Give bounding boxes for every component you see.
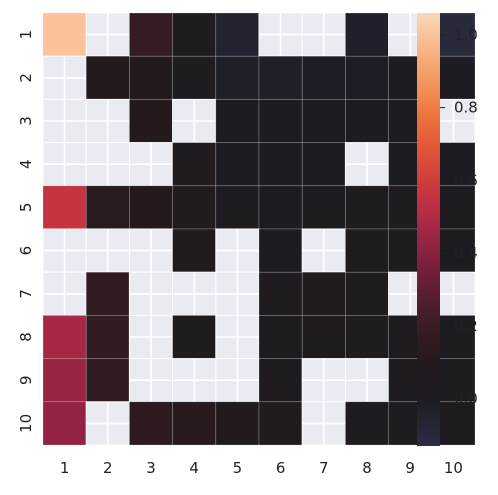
heatmap-cell — [42, 12, 87, 57]
colorbar — [417, 13, 440, 446]
heatmap-cell — [172, 12, 217, 57]
heatmap-cell — [85, 185, 130, 230]
heatmap-cell — [301, 271, 346, 316]
heatmap-cell — [129, 401, 173, 446]
heatmap-cell — [301, 315, 346, 359]
heatmap-cell — [129, 99, 173, 143]
heatmap-cell — [258, 185, 303, 230]
colorbar-tick-label: 0.8 — [454, 99, 478, 117]
heatmap-cell — [215, 142, 260, 187]
heatmap-cell — [345, 99, 389, 143]
heatmap-cell — [215, 99, 260, 143]
heatmap-cell — [258, 271, 303, 316]
heatmap-cell — [215, 12, 260, 57]
heatmap-cell — [172, 401, 217, 446]
heatmap-cell — [85, 358, 130, 403]
heatmap-cell — [345, 401, 389, 446]
x-tick-label: 5 — [233, 459, 243, 477]
x-tick-label: 7 — [319, 459, 329, 477]
colorbar-tick-label: 0.4 — [454, 244, 478, 262]
heatmap-cell — [345, 12, 389, 57]
x-tick-label: 1 — [60, 459, 70, 477]
heatmap-cell — [301, 55, 346, 100]
heatmap-cell — [301, 142, 346, 187]
heatmap-cell — [301, 185, 346, 230]
y-tick-label: 5 — [17, 203, 35, 213]
x-tick-label: 4 — [189, 459, 199, 477]
heatmap-cell — [345, 315, 389, 359]
heatmap-cell — [258, 315, 303, 359]
heatmap-cell — [258, 142, 303, 187]
heatmap-cell — [129, 55, 173, 100]
heatmap-cell — [301, 99, 346, 143]
y-tick-label: 9 — [17, 375, 35, 385]
heatmap-cell — [85, 55, 130, 100]
heatmap-cell — [258, 228, 303, 273]
heatmap-cell — [85, 315, 130, 359]
y-tick-label: 6 — [17, 246, 35, 256]
heatmap-cell — [215, 185, 260, 230]
heatmap-cells — [42, 12, 476, 446]
x-tick-label: 2 — [103, 459, 113, 477]
colorbar-tick-label: 0.6 — [454, 171, 478, 189]
heatmap-cell — [258, 99, 303, 143]
heatmap-cell — [345, 271, 389, 316]
y-axis-ticks: 1 2 3 4 5 6 7 8 9 10 — [17, 30, 35, 433]
y-tick-label: 8 — [17, 332, 35, 342]
heatmap-cell — [215, 55, 260, 100]
heatmap-cell — [172, 185, 217, 230]
heatmap-cell — [42, 401, 87, 446]
heatmap-cell — [85, 271, 130, 316]
x-tick-label: 10 — [444, 459, 463, 477]
y-tick-label: 3 — [17, 116, 35, 126]
y-tick-label: 1 — [17, 30, 35, 40]
heatmap-cell — [172, 142, 217, 187]
colorbar-tick-label: 0.2 — [454, 317, 478, 335]
x-tick-label: 3 — [146, 459, 156, 477]
heatmap-cell — [345, 55, 389, 100]
heatmap-cell — [42, 358, 87, 403]
heatmap-cell — [129, 12, 173, 57]
x-tick-label: 6 — [276, 459, 286, 477]
y-tick-label: 7 — [17, 289, 35, 299]
x-tick-label: 8 — [362, 459, 372, 477]
x-axis-ticks: 1 2 3 4 5 6 7 8 9 10 — [60, 459, 463, 477]
heatmap-cell — [345, 228, 389, 273]
heatmap-cell — [258, 401, 303, 446]
x-tick-label: 9 — [405, 459, 415, 477]
colorbar-tick-label: 1.0 — [454, 26, 478, 44]
heatmap-cell — [42, 185, 87, 230]
heatmap-cell — [258, 358, 303, 403]
heatmap-cell — [42, 315, 87, 359]
colorbar-gradient — [417, 13, 440, 446]
heatmap-cell — [215, 401, 260, 446]
heatmap-cell — [172, 55, 217, 100]
y-tick-label: 4 — [17, 159, 35, 169]
heatmap-cell — [172, 315, 217, 359]
heatmap-cell — [172, 228, 217, 273]
heatmap-cell — [129, 185, 173, 230]
y-tick-label: 10 — [17, 414, 35, 433]
heatmap-cell — [258, 55, 303, 100]
y-tick-label: 2 — [17, 73, 35, 83]
heatmap-cell — [345, 185, 389, 230]
colorbar-ticks: 0.0 0.2 0.4 0.6 0.8 1.0 — [440, 26, 478, 408]
colorbar-tick-label: 0.0 — [454, 390, 478, 408]
